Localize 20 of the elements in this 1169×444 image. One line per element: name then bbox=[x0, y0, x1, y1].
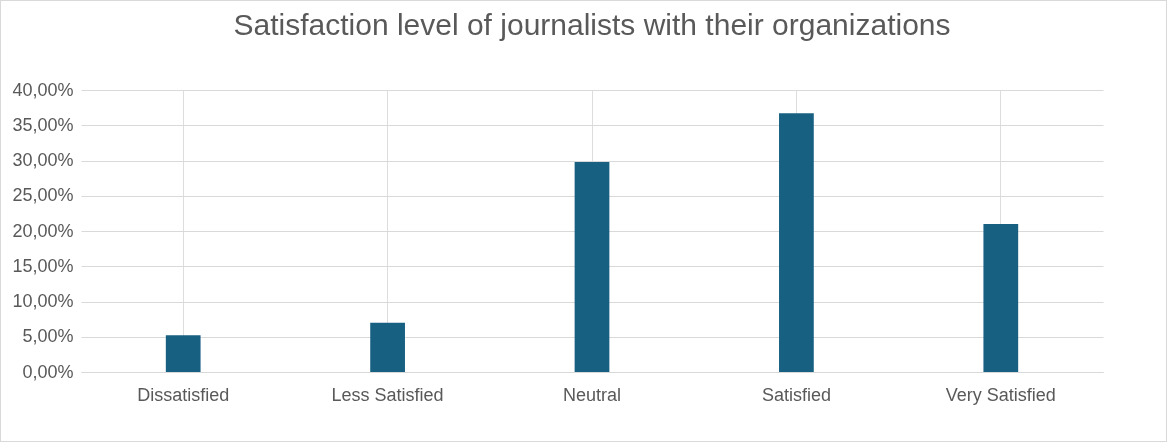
y-tick-label: 25,00% bbox=[12, 185, 74, 206]
y-tick-label: 10,00% bbox=[12, 291, 74, 311]
bar bbox=[574, 161, 610, 372]
y-tick-label: 40,00% bbox=[12, 79, 74, 100]
y-tick-label: 5,00% bbox=[22, 326, 74, 347]
y-tick-label: 35,00% bbox=[12, 114, 74, 135]
bar bbox=[779, 113, 814, 372]
y-tick-label: 30,00% bbox=[12, 150, 74, 170]
bar bbox=[165, 335, 201, 372]
x-tick-label: Dissatisfied bbox=[137, 384, 230, 405]
y-tick-label: 15,00% bbox=[12, 255, 74, 276]
bar bbox=[370, 322, 405, 372]
y-tick-label: 20,00% bbox=[12, 220, 74, 241]
x-tick-label: Neutral bbox=[562, 384, 622, 405]
x-tick-label: Less Satisfied bbox=[331, 384, 444, 405]
bar bbox=[983, 223, 1019, 372]
x-tick-label: Very Satisfied bbox=[945, 384, 1056, 405]
chart-title: Satisfaction level of journalists with their organizations bbox=[233, 8, 951, 41]
y-tick-label: 0,00% bbox=[22, 361, 74, 382]
x-tick-label: Satisfied bbox=[761, 384, 831, 405]
